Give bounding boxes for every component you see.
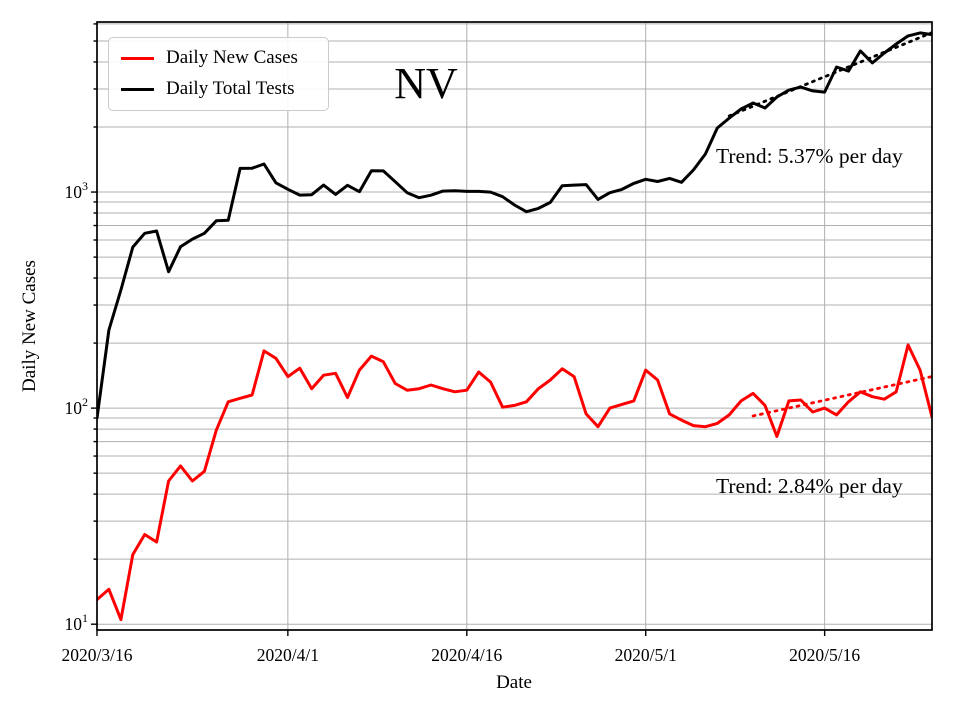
y-axis-label: Daily New Cases <box>19 260 40 392</box>
y-tick-label: 101 <box>65 611 89 634</box>
tests-trend-annotation: Trend: 5.37% per day <box>716 144 903 168</box>
plot-border <box>96 21 933 631</box>
y-tick-label: 102 <box>65 395 89 418</box>
legend: Daily New Cases Daily Total Tests <box>108 37 329 111</box>
plot-title: NV <box>394 59 458 108</box>
cases-line <box>97 343 932 622</box>
tick-marks <box>91 23 826 636</box>
cases-line-swatch <box>121 56 154 61</box>
y-tick-label: 103 <box>65 179 89 202</box>
cases-trend-annotation: Trend: 2.84% per day <box>716 474 903 498</box>
tests-trend-line <box>727 31 932 118</box>
gridlines <box>96 22 932 630</box>
cases-trend-line <box>751 375 932 418</box>
tests-line-swatch <box>121 87 154 92</box>
x-tick-label: 2020/3/16 <box>62 645 133 665</box>
data-series <box>97 31 932 622</box>
x-tick-label: 2020/4/1 <box>257 645 319 665</box>
legend-item-daily-new-cases: Daily New Cases <box>121 47 318 69</box>
legend-item-daily-total-tests: Daily Total Tests <box>121 77 318 100</box>
x-tick-label: 2020/5/16 <box>789 645 860 665</box>
legend-label-daily-new-cases: Daily New Cases <box>166 47 298 68</box>
x-tick-label: 2020/4/16 <box>431 645 502 665</box>
x-axis-label: Date <box>496 672 532 693</box>
x-tick-label: 2020/5/1 <box>615 645 677 665</box>
legend-label-daily-total-tests: Daily Total Tests <box>166 77 295 99</box>
